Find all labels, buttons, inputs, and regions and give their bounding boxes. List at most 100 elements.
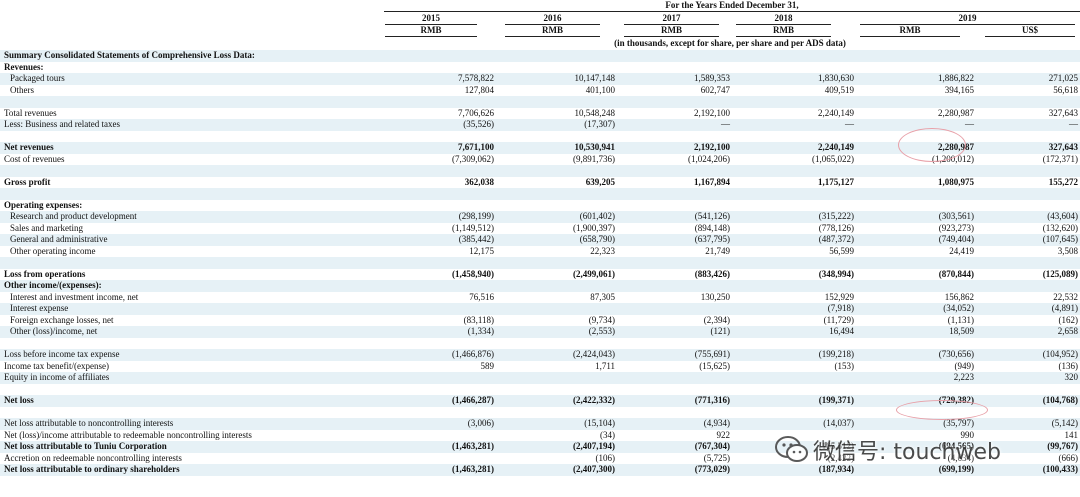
row-label: Other (loss)/income, net bbox=[0, 326, 384, 338]
value-cell bbox=[384, 429, 496, 441]
value-cell: 922 bbox=[617, 429, 732, 441]
value-cell: (1,065,022) bbox=[732, 153, 856, 165]
value-cell bbox=[732, 165, 856, 177]
value-cell: (15,104) bbox=[496, 418, 617, 430]
year-header-row: 2015 2016 2017 2018 2019 bbox=[0, 12, 1080, 25]
value-cell: (121) bbox=[617, 326, 732, 338]
spacer-row bbox=[0, 188, 1080, 200]
value-cell: (658,790) bbox=[496, 234, 617, 246]
value-cell bbox=[856, 199, 976, 211]
value-cell bbox=[617, 130, 732, 142]
value-cell: (199,218) bbox=[732, 349, 856, 361]
value-cell: (315,222) bbox=[732, 211, 856, 223]
value-cell bbox=[496, 188, 617, 200]
table-period-title: For the Years Ended December 31, bbox=[384, 0, 1080, 12]
value-cell bbox=[856, 61, 976, 73]
row-label: Interest and investment income, net bbox=[0, 291, 384, 303]
row-label: Net loss attributable to noncontrolling … bbox=[0, 418, 384, 430]
value-cell: 16,494 bbox=[732, 326, 856, 338]
table-row: Revenues: bbox=[0, 61, 1080, 73]
value-cell bbox=[732, 406, 856, 418]
value-cell: 21,749 bbox=[617, 245, 732, 257]
value-cell: 22,323 bbox=[496, 245, 617, 257]
table-row: Sales and marketing (1,149,512) (1,900,397… bbox=[0, 222, 1080, 234]
row-label: Summary Consolidated Statements of Compr… bbox=[0, 50, 384, 62]
value-cell: — bbox=[617, 119, 732, 131]
value-cell bbox=[976, 61, 1080, 73]
row-label: Loss from operations bbox=[0, 268, 384, 280]
value-cell: (303,561) bbox=[856, 211, 976, 223]
value-cell bbox=[384, 280, 496, 292]
value-cell: 1,167,894 bbox=[617, 176, 732, 188]
value-cell: 362,038 bbox=[384, 176, 496, 188]
value-cell bbox=[732, 337, 856, 349]
value-cell: (2,499,061) bbox=[496, 268, 617, 280]
row-label: Packaged tours bbox=[0, 73, 384, 85]
value-cell: (11,729) bbox=[732, 314, 856, 326]
row-label: Cost of revenues bbox=[0, 153, 384, 165]
row-label bbox=[0, 257, 384, 269]
value-cell bbox=[732, 50, 856, 62]
value-cell: (771,316) bbox=[617, 395, 732, 407]
value-cell bbox=[617, 337, 732, 349]
value-cell bbox=[732, 61, 856, 73]
value-cell bbox=[732, 383, 856, 395]
row-label: Research and product development bbox=[0, 211, 384, 223]
table-row: General and administrative (385,442) (658,… bbox=[0, 234, 1080, 246]
value-cell: (14,037) bbox=[732, 418, 856, 430]
value-cell bbox=[856, 257, 976, 269]
table-row: Net loss attributable to noncontrolling … bbox=[0, 418, 1080, 430]
value-cell bbox=[856, 50, 976, 62]
value-cell: (7,918) bbox=[732, 303, 856, 315]
value-cell bbox=[384, 50, 496, 62]
year-header-2016: 2016 bbox=[505, 12, 600, 25]
value-cell bbox=[617, 280, 732, 292]
value-cell bbox=[976, 96, 1080, 108]
row-label bbox=[0, 383, 384, 395]
value-cell: 327,643 bbox=[976, 107, 1080, 119]
value-cell bbox=[976, 280, 1080, 292]
row-label: Other income/(expenses): bbox=[0, 280, 384, 292]
value-cell bbox=[496, 130, 617, 142]
row-label: Income tax benefit/(expense) bbox=[0, 360, 384, 372]
value-cell bbox=[732, 372, 856, 384]
year-header-2015: 2015 bbox=[385, 12, 477, 25]
value-cell bbox=[976, 165, 1080, 177]
value-cell bbox=[856, 337, 976, 349]
value-cell: 271,025 bbox=[976, 73, 1080, 85]
value-cell bbox=[617, 188, 732, 200]
value-cell bbox=[496, 383, 617, 395]
value-cell: 2,223 bbox=[856, 372, 976, 384]
value-cell bbox=[384, 406, 496, 418]
table-row: Less: Business and related taxes (35,526)… bbox=[0, 119, 1080, 131]
value-cell: 56,599 bbox=[732, 245, 856, 257]
value-cell: (153) bbox=[732, 360, 856, 372]
value-cell: 602,747 bbox=[617, 84, 732, 96]
value-cell bbox=[617, 199, 732, 211]
currency-header: RMB bbox=[860, 24, 960, 37]
value-cell: (34,052) bbox=[856, 303, 976, 315]
value-cell: 1,830,630 bbox=[732, 73, 856, 85]
row-label: Net (loss)/income attributable to redeem… bbox=[0, 429, 384, 441]
value-cell: 1,175,127 bbox=[732, 176, 856, 188]
value-cell bbox=[617, 383, 732, 395]
value-cell bbox=[732, 96, 856, 108]
value-cell: (2,407,194) bbox=[496, 441, 617, 453]
value-cell: (730,656) bbox=[856, 349, 976, 361]
table-row: Net (loss)/income attributable to redeem… bbox=[0, 429, 1080, 441]
value-cell: (187,934) bbox=[732, 464, 856, 476]
row-label: Sales and marketing bbox=[0, 222, 384, 234]
table-row: Loss before income tax expense (1,466,876… bbox=[0, 349, 1080, 361]
value-cell bbox=[617, 303, 732, 315]
value-cell: — bbox=[732, 119, 856, 131]
value-cell bbox=[732, 280, 856, 292]
value-cell: (5,725) bbox=[617, 452, 732, 464]
value-cell: (1,466,287) bbox=[384, 395, 496, 407]
value-cell: (749,404) bbox=[856, 234, 976, 246]
table-row: Others 127,804 401,100 602,747 409,519 394,16… bbox=[0, 84, 1080, 96]
value-cell: (601,402) bbox=[496, 211, 617, 223]
table-row: Loss from operations (1,458,940) (2,499,06… bbox=[0, 268, 1080, 280]
value-cell bbox=[856, 383, 976, 395]
value-cell: 3,508 bbox=[976, 245, 1080, 257]
value-cell: (1,131) bbox=[856, 314, 976, 326]
